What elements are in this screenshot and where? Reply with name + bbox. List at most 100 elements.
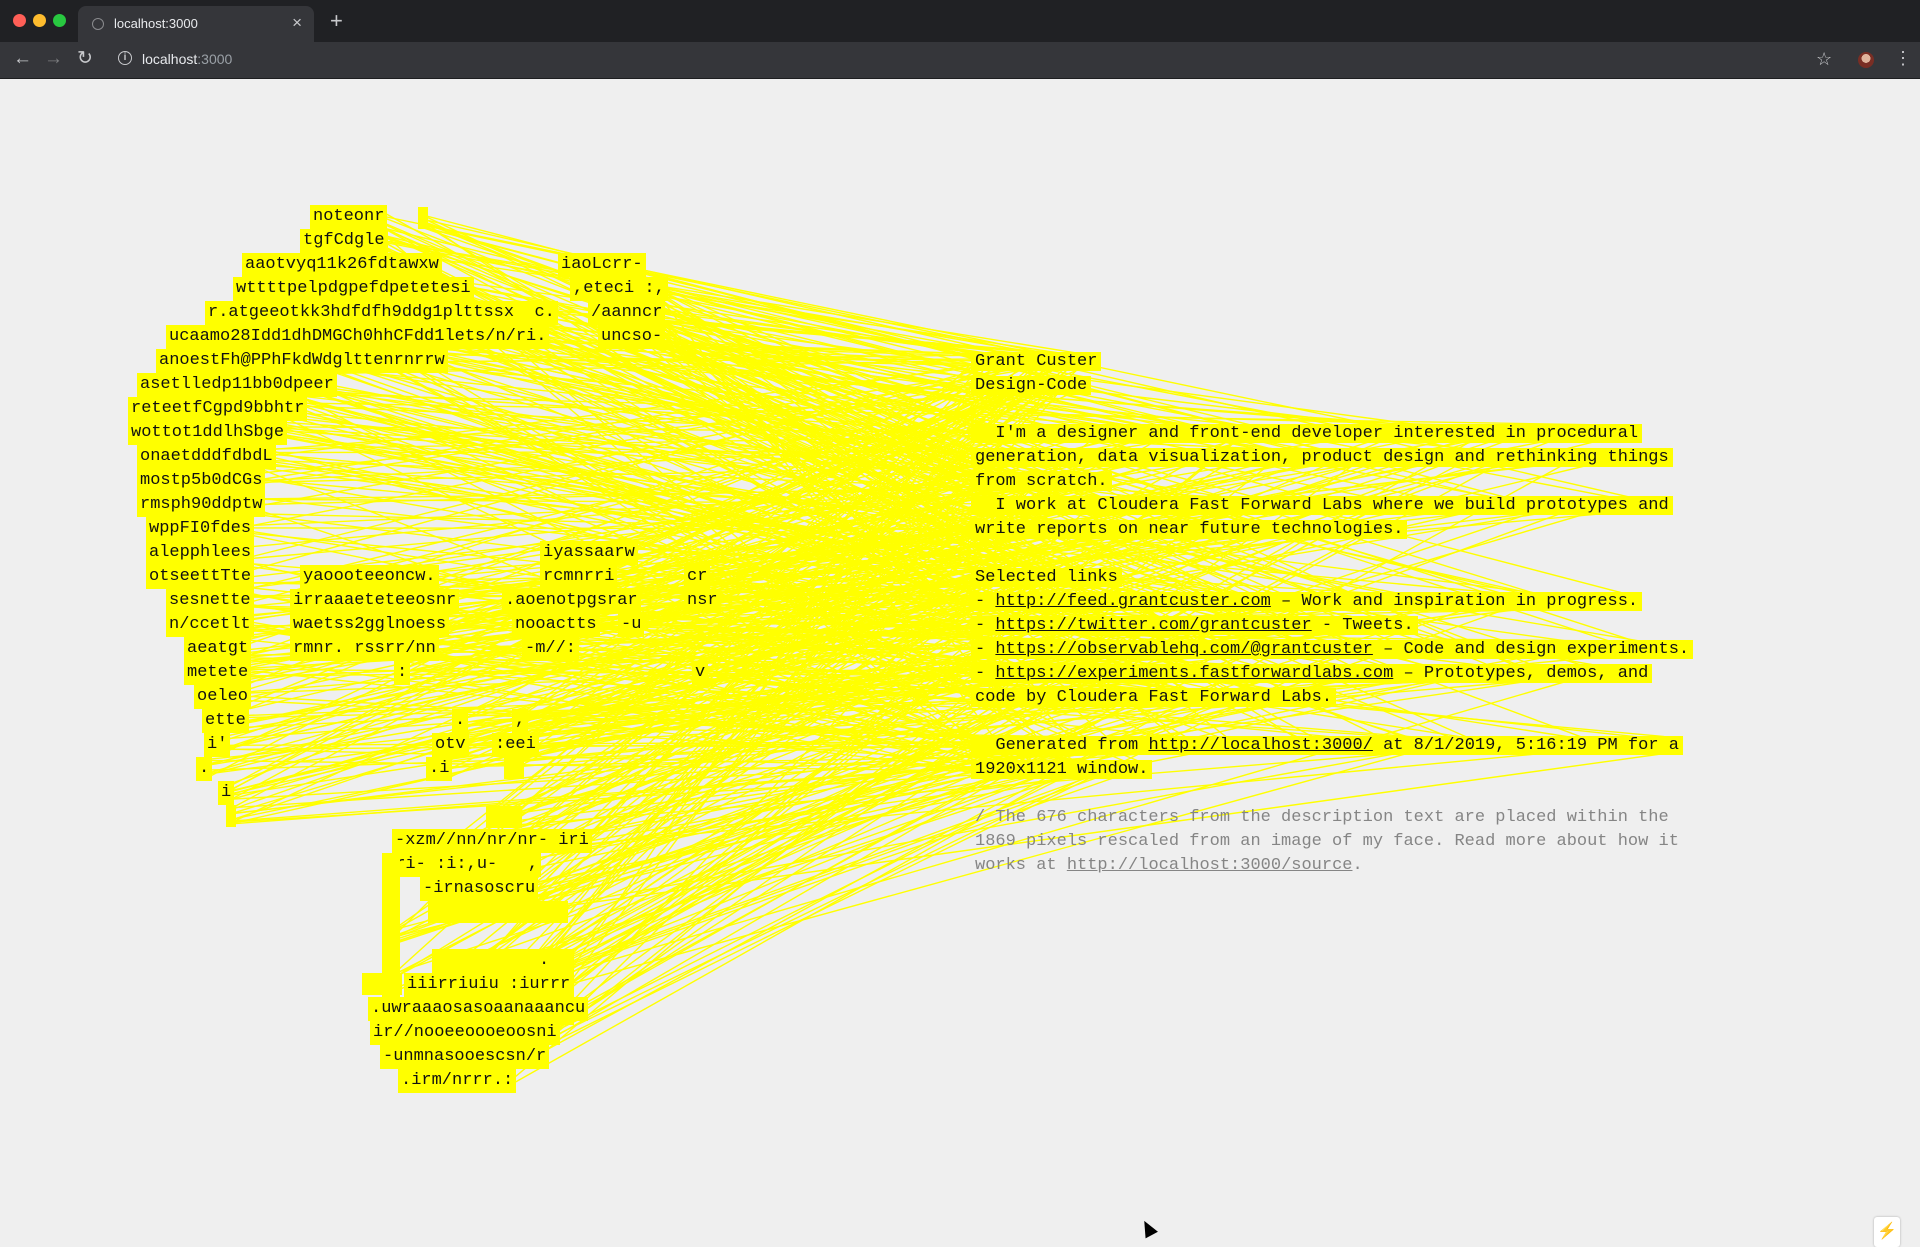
portrait-fragment: reteetfCgpd9bbhtr (128, 397, 308, 421)
connector-line (232, 536, 1009, 810)
connector-line (545, 642, 1001, 778)
portrait-fragment: .i (426, 757, 453, 781)
generated-suffix: at 8/1/2019, 5:16:19 PM for a (1372, 736, 1679, 755)
connector-line (161, 455, 1031, 491)
connector-line (210, 573, 1012, 775)
portrait-block (486, 806, 522, 828)
connector-line (528, 752, 1398, 912)
portrait-fragment: waetss2gglnoess (290, 613, 450, 637)
generated-prefix: Generated from (975, 736, 1149, 755)
note-line-3: works at http://localhost:3000/source. (975, 854, 1661, 878)
connector-line (521, 766, 1126, 985)
portrait-fragment: . (452, 709, 469, 733)
connector-line (204, 759, 1002, 773)
zoom-window-button[interactable] (53, 14, 66, 27)
reload-icon[interactable]: ↻ (77, 48, 93, 69)
connector-line (207, 358, 1047, 377)
star-icon[interactable]: ☆ (1816, 49, 1833, 69)
portrait-fragment: noteonr (310, 205, 388, 229)
address-bar[interactable]: localhost:3000 (142, 51, 232, 67)
connector-line (504, 456, 1511, 1011)
portrait-fragment: asetlledp11bb0dpeer (137, 373, 337, 397)
connector-line (688, 497, 1554, 607)
bio-line: write reports on near future technologie… (975, 520, 1404, 539)
new-tab-icon[interactable]: + (330, 8, 343, 33)
portrait-fragment: : (394, 661, 411, 685)
link-feed[interactable]: http://feed.grantcuster.com (995, 592, 1271, 611)
link-item: - https://observablehq.com/@grantcuster … (975, 640, 1690, 659)
forward-arrow-icon[interactable]: → (44, 48, 63, 69)
connector-line (146, 452, 1331, 606)
portrait-block (428, 901, 568, 923)
connector-line (405, 673, 1018, 778)
portrait-fragment: .irm/nrrr.: (398, 1069, 517, 1093)
portrait-fragment: . (536, 949, 553, 973)
connector-line (521, 672, 1272, 907)
connector-line (695, 384, 1012, 608)
portrait-fragment: r.atgeeotkk3hdfdfh9ddg1plttssx c. (205, 301, 558, 325)
browser-tab[interactable]: localhost:3000 × (78, 6, 314, 42)
author-subtitle: Design-Code (975, 376, 1088, 395)
connector-line (202, 400, 1402, 456)
link-item: - https://experiments.fastforwardlabs.co… (975, 664, 1649, 683)
portrait-fragment: uncso- (598, 325, 666, 349)
portrait-fragment: -u (618, 613, 645, 637)
portrait-fragment: nsr (684, 589, 721, 613)
link-desc: – Work and inspiration in progress. (1270, 592, 1639, 611)
note-line: / The 676 characters from the descriptio… (975, 808, 1669, 827)
portrait-fragment: -m//: (522, 637, 580, 661)
portrait-fragment: v (692, 661, 709, 685)
back-arrow-icon[interactable]: ← (13, 48, 32, 69)
connector-line (229, 377, 1036, 791)
link-item: - https://twitter.com/grantcuster - Twee… (975, 616, 1414, 635)
link-localhost[interactable]: http://localhost:3000/ (1148, 736, 1373, 755)
connector-line (239, 388, 1375, 622)
connector-line (359, 236, 1470, 452)
close-window-button[interactable] (13, 14, 26, 27)
portrait-fragment: uri- :i:,u- , (382, 853, 542, 877)
connector-line (267, 392, 1612, 430)
author-name: Grant Custer (975, 352, 1098, 371)
bio-line: from scratch. (975, 472, 1108, 491)
connector-line (171, 484, 1057, 508)
portrait-fragment: . (196, 757, 213, 781)
connector-line (458, 765, 1110, 1084)
connector-line (406, 632, 982, 777)
portrait-fragment: -unmnasooescsn/r (380, 1045, 550, 1069)
portrait-fragment: .aoenotpgsrar (502, 589, 641, 613)
bolt-icon[interactable]: ⚡ (1874, 1217, 1900, 1247)
link-twitter[interactable]: https://twitter.com/grantcuster (995, 616, 1312, 635)
portrait-fragment: rmsph90ddptw (137, 493, 266, 517)
portrait-fragment: n/ccetlt (166, 613, 254, 637)
portrait-fragment: cr (684, 565, 711, 589)
link-experiments[interactable]: https://experiments.fastforwardlabs.com (995, 664, 1394, 683)
info-icon[interactable]: i (118, 51, 132, 65)
avatar[interactable] (1858, 52, 1874, 68)
generated-line-2: 1920x1121 window. (975, 760, 1149, 779)
portrait-fragment: ucaamo28Idd1dhDMGCh0hhCFdd1lets/n/ri. (166, 325, 550, 349)
page-content: noteonr tgfCdgle aaotvyq11k26fdtawxw iao… (0, 79, 1920, 1247)
portrait-fragment: iiirriuiu :iurrr (404, 973, 574, 997)
bio-line: I work at Cloudera Fast Forward Labs whe… (975, 496, 1669, 515)
link-source[interactable]: http://localhost:3000/source (1066, 856, 1353, 875)
connector-line (309, 380, 1456, 608)
portrait-block (362, 973, 402, 995)
portrait-fragment: ,eteci :, (570, 277, 668, 301)
description-panel: Grant Custer Design-Code I'm a designer … (975, 350, 1690, 878)
connector-line (205, 742, 990, 771)
minimize-window-button[interactable] (33, 14, 46, 27)
close-tab-icon[interactable]: × (292, 13, 302, 32)
connector-line (659, 329, 1018, 585)
connector-line (562, 366, 1060, 579)
connector-line (207, 747, 1051, 770)
kebab-menu-icon[interactable]: ⋮ (1894, 48, 1912, 68)
connector-line (172, 414, 1069, 475)
link-observable[interactable]: https://observablehq.com/@grantcuster (995, 640, 1373, 659)
connector-line (497, 474, 1033, 821)
link-desc: – Code and design experiments. (1372, 640, 1690, 659)
portrait-fragment: mostp5b0dCGs (137, 469, 266, 493)
connector-line (488, 666, 1617, 997)
connector-line (383, 239, 1073, 360)
connector-line (150, 385, 1084, 460)
link-desc: – Prototypes, demos, and (1393, 664, 1649, 683)
